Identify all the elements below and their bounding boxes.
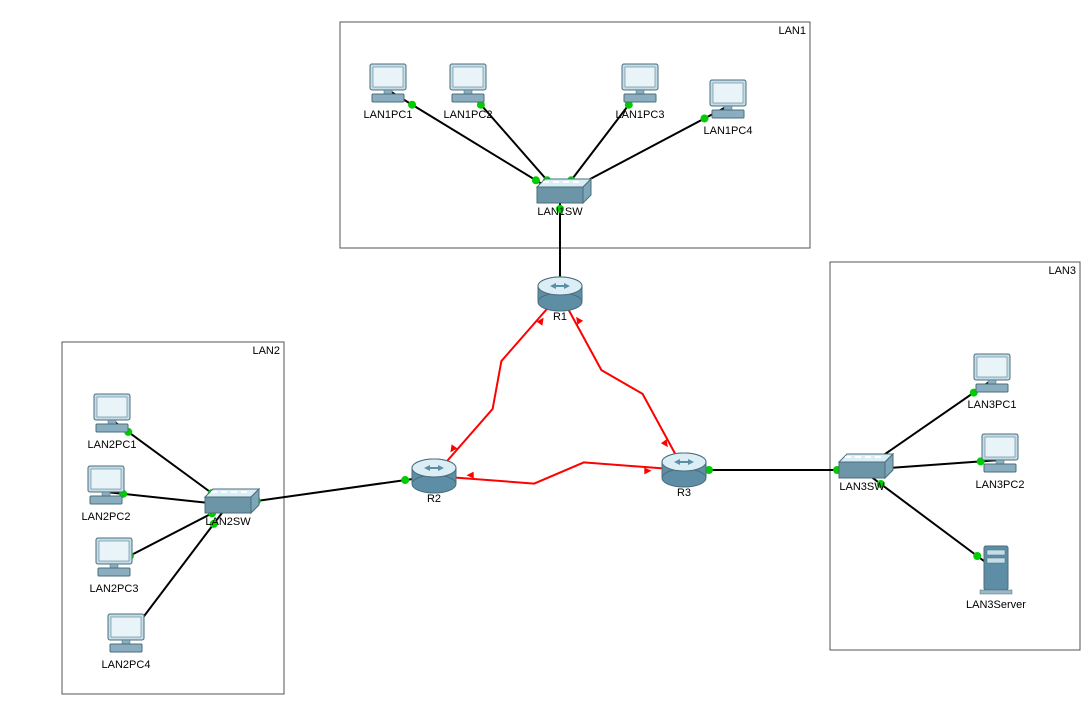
device-label: LAN3Server — [966, 599, 1026, 611]
device-r3[interactable] — [662, 453, 706, 487]
device-lan1sw[interactable] — [537, 179, 591, 203]
device-label: R2 — [427, 493, 441, 505]
device-label: LAN1PC3 — [616, 109, 665, 121]
svg-text:LAN2: LAN2 — [252, 345, 280, 357]
device-label: LAN3PC1 — [968, 399, 1017, 411]
device-label: LAN3PC2 — [976, 479, 1025, 491]
device-lan3srv[interactable] — [980, 546, 1012, 594]
device-label: LAN1PC1 — [364, 109, 413, 121]
svg-text:LAN1: LAN1 — [778, 25, 806, 37]
device-lan2sw[interactable] — [205, 489, 259, 513]
device-lan3sw[interactable] — [839, 454, 893, 478]
device-lan2pc4[interactable] — [108, 614, 144, 652]
link-status-dot — [408, 101, 416, 109]
device-lan2pc3[interactable] — [96, 538, 132, 576]
device-label: LAN1SW — [537, 206, 583, 218]
device-label: LAN1PC2 — [444, 109, 493, 121]
device-label: LAN2SW — [205, 516, 251, 528]
device-lan1pc2[interactable] — [450, 64, 486, 102]
device-lan1pc1[interactable] — [370, 64, 406, 102]
svg-text:LAN3: LAN3 — [1048, 265, 1076, 277]
device-label: LAN2PC3 — [90, 583, 139, 595]
serial-arrow — [467, 472, 474, 479]
device-label: LAN3SW — [839, 481, 885, 493]
device-lan1pc3[interactable] — [622, 64, 658, 102]
device-lan2pc2[interactable] — [88, 466, 124, 504]
network-diagram: LAN1 LAN2 LAN3 LAN1PC1 LAN1PC2 LAN1PC3 LAN1PC4… — [0, 0, 1092, 709]
serial-arrow — [644, 467, 651, 474]
device-label: LAN2PC2 — [82, 511, 131, 523]
device-lan2pc1[interactable] — [94, 394, 130, 432]
link-layer — [106, 90, 1000, 640]
node-layer — [88, 64, 1018, 652]
link-status-dot — [700, 114, 708, 122]
device-label: LAN2PC1 — [88, 439, 137, 451]
device-r1[interactable] — [538, 277, 582, 311]
device-lan1pc4[interactable] — [710, 80, 746, 118]
link-status-dot — [532, 176, 540, 184]
link-status-dot — [401, 476, 409, 484]
link-status-dot — [973, 552, 981, 560]
device-lan3pc1[interactable] — [974, 354, 1010, 392]
device-label: R3 — [677, 487, 691, 499]
device-lan3pc2[interactable] — [982, 434, 1018, 472]
device-label: R1 — [553, 311, 567, 323]
device-r2[interactable] — [412, 459, 456, 493]
device-label: LAN2PC4 — [102, 659, 151, 671]
device-label: LAN1PC4 — [704, 125, 753, 137]
